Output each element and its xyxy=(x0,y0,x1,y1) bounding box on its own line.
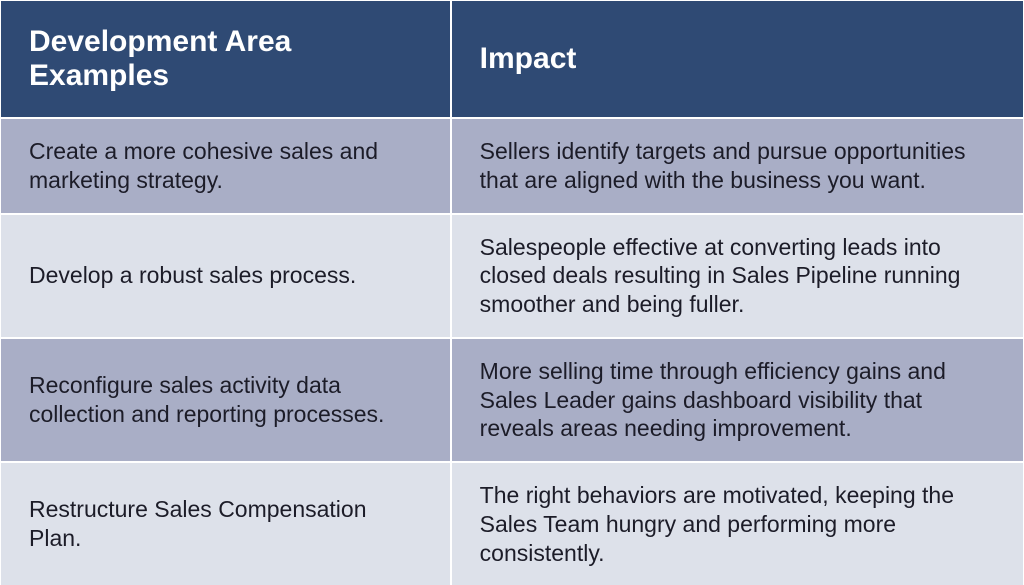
cell-impact: The right behaviors are motivated, keepi… xyxy=(451,462,1023,585)
development-impact-table: Development Area Examples Impact Create … xyxy=(0,0,1024,561)
table-row: Restructure Sales Compensation Plan. The… xyxy=(1,462,1023,585)
header-impact: Impact xyxy=(451,1,1023,118)
table-head: Development Area Examples Impact xyxy=(1,1,1023,118)
cell-impact: More selling time through efficiency gai… xyxy=(451,338,1023,462)
cell-impact: Sellers identify targets and pursue oppo… xyxy=(451,118,1023,214)
cell-development: Develop a robust sales process. xyxy=(1,214,451,338)
cell-development: Restructure Sales Compensation Plan. xyxy=(1,462,451,585)
table-row: Develop a robust sales process. Salespeo… xyxy=(1,214,1023,338)
table-body: Create a more cohesive sales and marketi… xyxy=(1,118,1023,585)
cell-development: Create a more cohesive sales and marketi… xyxy=(1,118,451,214)
cell-impact: Salespeople effective at converting lead… xyxy=(451,214,1023,338)
table-row: Create a more cohesive sales and marketi… xyxy=(1,118,1023,214)
cell-development: Reconfigure sales activity data collecti… xyxy=(1,338,451,462)
header-development: Development Area Examples xyxy=(1,1,451,118)
table: Development Area Examples Impact Create … xyxy=(1,1,1023,585)
table-row: Reconfigure sales activity data collecti… xyxy=(1,338,1023,462)
header-row: Development Area Examples Impact xyxy=(1,1,1023,118)
